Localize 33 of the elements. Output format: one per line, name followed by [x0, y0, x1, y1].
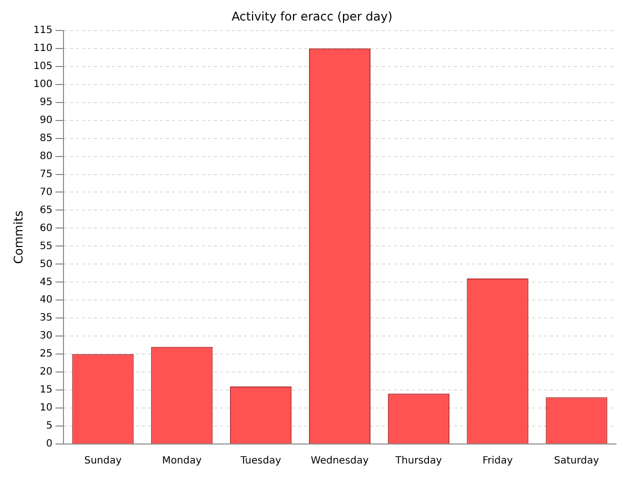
y-tick-label: 70	[40, 186, 52, 198]
x-tick-label: Monday	[162, 456, 202, 467]
x-tick-label: Wednesday	[310, 456, 369, 467]
y-tick-label: 10	[40, 402, 52, 414]
y-axis-title: Commits	[11, 210, 26, 264]
y-tick-label: 40	[40, 294, 52, 306]
y-tick-label: 50	[40, 258, 52, 270]
y-tick-label: 20	[40, 366, 52, 378]
y-tick-label: 25	[40, 348, 52, 360]
y-tick-label: 45	[40, 276, 52, 288]
x-tick-label: Sunday	[84, 456, 122, 467]
y-tick-label: 35	[40, 312, 52, 324]
y-tick-label: 0	[46, 438, 52, 450]
y-tick-label: 15	[40, 384, 52, 396]
y-tick-label: 55	[40, 240, 52, 252]
y-tick-label: 110	[33, 42, 52, 54]
x-tick-label: Thursday	[394, 456, 442, 467]
y-tick-label: 100	[33, 78, 52, 90]
x-tick-label: Saturday	[554, 456, 600, 467]
chart-title: Activity for eracc (per day)	[232, 9, 392, 24]
y-tick-label: 75	[40, 168, 52, 180]
y-tick-label: 90	[40, 114, 52, 126]
x-tick-label: Friday	[482, 456, 513, 467]
y-tick-label: 30	[40, 330, 52, 342]
y-tick-label: 60	[40, 222, 52, 234]
y-tick-label: 105	[33, 60, 52, 72]
y-tick-label: 115	[33, 24, 52, 36]
y-tick-label: 5	[46, 420, 52, 432]
y-tick-label: 80	[40, 150, 52, 162]
y-tick-label: 95	[40, 96, 52, 108]
y-tick-label: 85	[40, 132, 52, 144]
x-tick-label: Tuesday	[239, 456, 282, 467]
y-tick-label: 65	[40, 204, 52, 216]
